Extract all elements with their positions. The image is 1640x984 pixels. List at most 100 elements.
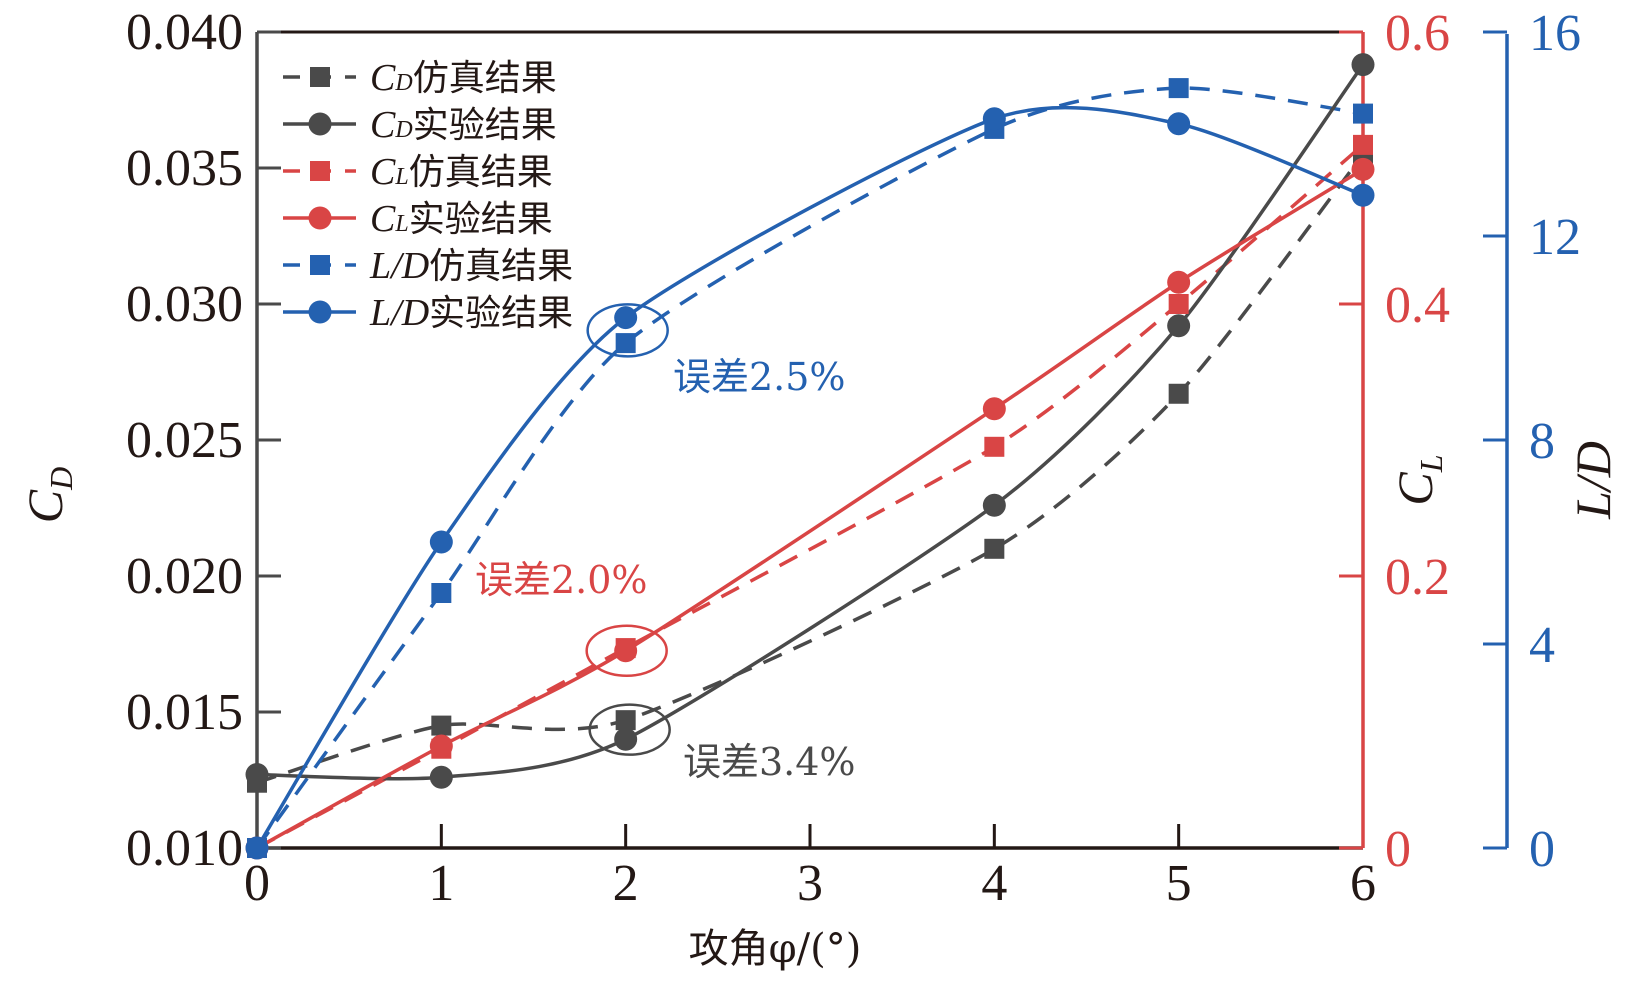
x-tick-label: 4	[981, 855, 1007, 912]
legend-label: CD仿真结果	[370, 57, 557, 99]
legend-label-rest: 仿真结果	[413, 58, 557, 99]
x-tick-label: 5	[1166, 855, 1192, 912]
left-y-tick-label: 0.020	[126, 548, 243, 605]
x-tick-label: 0	[244, 855, 270, 912]
legend-item: CL实验结果	[283, 198, 553, 240]
legend-label-main: C	[370, 104, 396, 146]
legend-label: CL仿真结果	[370, 151, 553, 193]
right-cl-tick-label: 0.6	[1385, 5, 1450, 62]
right-cl-tick-label: 0.4	[1385, 277, 1450, 334]
axis-title-main: C	[1387, 472, 1443, 506]
legend-item: L/D仿真结果	[283, 245, 573, 287]
data-point-circle	[614, 727, 638, 751]
left-y-tick-label: 0.025	[126, 412, 243, 469]
data-point-square	[984, 538, 1005, 559]
x-tick-label: 2	[613, 855, 639, 912]
legend-label: L/D仿真结果	[369, 245, 573, 287]
legend-label-main: C	[370, 57, 396, 99]
x-axis-title: 攻角φ/(°)	[689, 926, 862, 972]
x-tick-label: 1	[428, 855, 454, 912]
legend-label-sub: D	[394, 70, 412, 96]
data-point-circle	[1167, 314, 1191, 338]
left-y-tick-label: 0.015	[126, 684, 243, 741]
series-layer	[245, 53, 1375, 860]
data-point-circle	[429, 530, 453, 554]
data-point-circle	[1351, 157, 1375, 181]
error-ellipse-cl	[585, 624, 668, 678]
left-y-tick-label: 0.010	[126, 820, 243, 877]
legend-square-marker	[310, 255, 330, 275]
legend-item: CL仿真结果	[283, 151, 553, 193]
legend-label-main: L/D	[369, 245, 429, 287]
legend-label-rest: 仿真结果	[409, 152, 553, 193]
left-y-axis-title: CD	[17, 467, 79, 523]
right-cl-tick-label: 0	[1385, 821, 1411, 878]
legend-label-sub: L	[394, 164, 408, 190]
data-point-circle	[245, 836, 269, 860]
left-y-tick-label: 0.030	[126, 276, 243, 333]
legend-item: CD仿真结果	[283, 57, 557, 99]
data-point-square	[431, 715, 452, 736]
data-point-circle	[1167, 270, 1191, 294]
legend-circle-marker	[308, 206, 332, 230]
data-point-square	[1168, 383, 1189, 404]
x-tick-label: 6	[1350, 855, 1376, 912]
axis-title-sub: D	[43, 467, 79, 491]
data-point-square	[1168, 78, 1189, 99]
legend-item: L/D实验结果	[283, 292, 573, 334]
right-ld-tick-label: 8	[1529, 413, 1555, 470]
right-ld-tick-label: 4	[1529, 617, 1555, 674]
annotations: 误差2.5% 误差2.0% 误差3.4%	[475, 303, 856, 784]
error-ellipse-cd	[588, 703, 671, 756]
data-point-square	[984, 436, 1005, 457]
legend-label-rest: 实验结果	[413, 105, 557, 146]
legend-circle-marker	[308, 112, 332, 136]
annotation-cl-error: 误差2.0%	[475, 558, 648, 602]
left-y-tick-label: 0.035	[126, 140, 243, 197]
right-ld-tick-label: 12	[1529, 209, 1581, 266]
axis-title-sub: L	[1413, 454, 1449, 473]
right-ld-axis-title: L/D	[1565, 441, 1621, 520]
data-point-square	[431, 583, 452, 603]
data-point-circle	[1351, 53, 1375, 77]
legend-label-main: C	[370, 198, 396, 240]
right-ld-tick-label: 0	[1529, 821, 1555, 878]
legend-square-marker	[310, 161, 330, 181]
legend-square-marker	[310, 67, 330, 87]
legend-label-rest: 实验结果	[429, 293, 573, 334]
annotation-ld-error: 误差2.5%	[673, 355, 846, 399]
data-point-circle	[429, 765, 453, 789]
error-ellipse-ld	[586, 303, 669, 358]
data-point-circle	[1351, 183, 1375, 207]
data-point-circle	[982, 397, 1006, 421]
x-tick-label: 3	[797, 855, 823, 912]
legend-label: CL实验结果	[370, 198, 553, 240]
data-point-circle	[429, 734, 453, 758]
legend-label-sub: L	[394, 211, 408, 237]
annotation-cd-error: 误差3.4%	[683, 740, 856, 784]
data-point-square	[615, 333, 636, 354]
data-point-circle	[614, 306, 638, 330]
data-point-circle	[1167, 112, 1191, 136]
legend-label-sub: D	[394, 117, 412, 143]
data-point-square	[1353, 103, 1373, 124]
data-point-circle	[982, 107, 1006, 131]
legend-label: CD实验结果	[370, 104, 557, 146]
right-cl-tick-label: 0.2	[1385, 549, 1450, 606]
legend-item: CD实验结果	[283, 104, 557, 146]
data-point-circle	[614, 639, 638, 663]
legend-label-rest: 实验结果	[409, 199, 553, 240]
data-point-circle	[245, 763, 269, 787]
legend-label: L/D实验结果	[369, 292, 573, 334]
right-ld-tick-label: 16	[1529, 5, 1581, 62]
legend-label-main: C	[370, 151, 396, 193]
data-point-square	[1353, 134, 1373, 155]
legend-circle-marker	[308, 300, 332, 324]
legend-label-rest: 仿真结果	[429, 246, 573, 287]
data-point-square	[1168, 294, 1189, 314]
data-point-square	[615, 710, 636, 731]
axes: 0 1 2 3 4 5 6攻角φ/(°)0.0100.0150.0200.0250.0300…	[17, 4, 1621, 972]
left-y-tick-label: 0.040	[126, 4, 243, 61]
